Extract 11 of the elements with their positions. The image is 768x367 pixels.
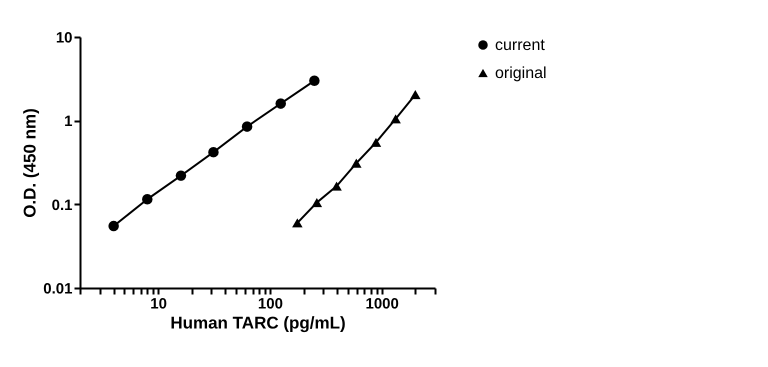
legend-label: current [495,37,546,54]
legend-label: original [495,65,547,82]
y-tick-label: 0.01 [43,280,72,298]
x-tick-label: 100 [258,296,283,312]
y-tick-label: 1 [64,113,72,130]
y-tick-label: 0.1 [52,196,72,214]
x-axis-title: Human TARC (pg/mL) [170,314,346,332]
y-tick-label: 10 [56,30,72,46]
x-tick-label: 10 [150,296,167,312]
y-axis-title: O.D. (450 nm) [20,108,40,218]
x-tick-label: 1000 [365,296,399,312]
